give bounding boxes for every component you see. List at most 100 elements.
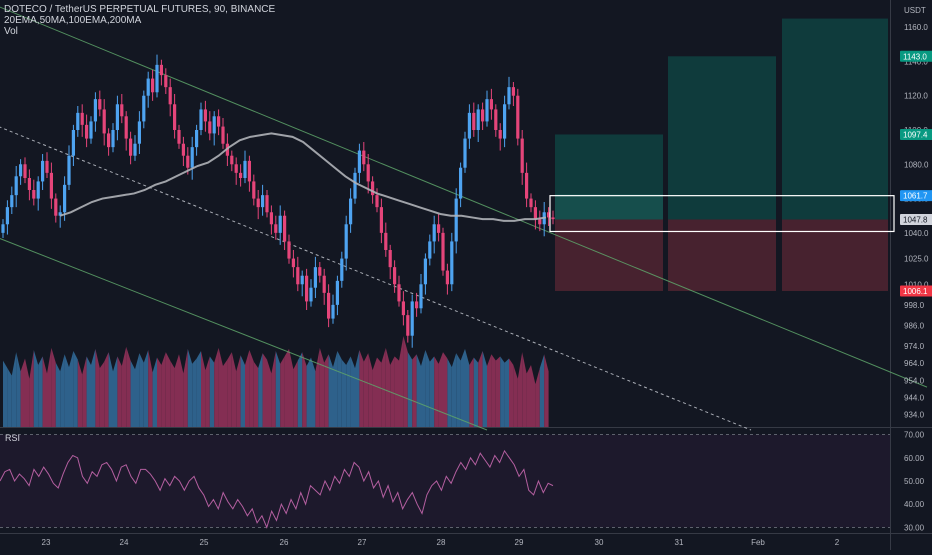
rsi-line [0, 449, 554, 529]
price-tick-label: 1025.0 [904, 255, 929, 264]
volume-bar [130, 360, 135, 427]
candle-body [177, 130, 181, 144]
volume-bar [539, 354, 545, 427]
volume-bar [227, 352, 232, 427]
candle-body [49, 172, 53, 199]
time-axis-label: 25 [200, 538, 209, 547]
volume-bar [407, 352, 413, 427]
volume-bar [60, 354, 65, 427]
candle-body [58, 212, 62, 216]
volume-bar [311, 357, 316, 427]
candle-body [67, 155, 71, 185]
candle-body [489, 99, 493, 110]
candle-body [388, 250, 392, 268]
candle-body [485, 99, 489, 122]
volume-bar [91, 348, 96, 427]
volume-bar [121, 346, 127, 427]
candle-body [401, 301, 405, 316]
chart-title: DOTECO / TetherUS PERPETUAL FUTURES, 90,… [4, 4, 276, 15]
volume-bar [319, 347, 325, 427]
volume-bar [38, 356, 43, 427]
price-badge-label: 1143.0 [903, 52, 927, 61]
volume-bar [148, 349, 153, 427]
volume-bar [482, 351, 487, 427]
candle-body [133, 143, 137, 156]
candle-body [269, 212, 273, 225]
candle-body [265, 195, 269, 213]
volume-bar [460, 348, 465, 427]
candle-body [503, 104, 507, 139]
volume-bar [297, 352, 303, 427]
candle-body [362, 150, 366, 165]
volume-bar [20, 358, 25, 427]
candle-body [428, 241, 432, 259]
candle-body [520, 138, 524, 173]
candle-body [115, 104, 119, 130]
candle-body [45, 160, 49, 173]
volume-bar [337, 351, 342, 427]
time-axis-label: 27 [358, 538, 367, 547]
volume-bar [157, 357, 162, 427]
price-tick-label: 1120.0 [904, 92, 928, 101]
volume-bar [500, 356, 505, 427]
candle-body [63, 184, 67, 213]
candle-body [164, 75, 168, 88]
volume-bar [55, 362, 61, 427]
volume-bar [245, 349, 250, 427]
volume-bar [25, 358, 30, 427]
candle-body [441, 232, 445, 271]
volume-bar [333, 351, 338, 427]
volume-bar [465, 348, 470, 427]
volume-bar [196, 351, 201, 427]
volume-bar [456, 353, 461, 427]
volume-bar [152, 357, 157, 427]
volume-bar [504, 358, 509, 427]
candle-body [247, 160, 251, 182]
candle-body [507, 87, 511, 105]
candle-body [190, 147, 194, 168]
time-axis-label: 23 [42, 538, 51, 547]
time-axis-label: 26 [280, 538, 289, 547]
candle-body [419, 284, 423, 309]
candle-body [437, 224, 441, 233]
volume-bar [355, 349, 360, 427]
volume-bar [179, 354, 184, 427]
candle-body [54, 198, 58, 216]
candle-body [111, 130, 115, 148]
time-axis-label: 24 [120, 538, 129, 547]
candle-body [85, 124, 89, 139]
volume-bar [7, 368, 12, 427]
candle-body [547, 212, 551, 218]
moving-average-line [59, 132, 547, 222]
rsi-tick-label: 30.00 [904, 523, 925, 532]
volume-bar [223, 359, 228, 427]
time-axis-label: 31 [675, 538, 684, 547]
volume-bar [372, 357, 377, 427]
candle-body [142, 95, 146, 122]
candle-body [375, 195, 379, 208]
candle-body [32, 190, 36, 199]
candle-body [199, 109, 203, 130]
candle-body [252, 181, 256, 199]
candle-body [525, 172, 529, 199]
candle-body [481, 109, 485, 122]
volume-bar [368, 353, 373, 427]
volume-bar [473, 357, 479, 427]
volume-bar [412, 354, 417, 427]
candle-body [340, 258, 344, 281]
volume-bar [346, 356, 351, 427]
candle-body [313, 267, 317, 288]
candle-body [221, 126, 225, 144]
candle-body [322, 275, 326, 293]
candle-body [300, 275, 304, 285]
volume-bar [86, 356, 91, 427]
candle-body [137, 121, 141, 144]
volume-bar [429, 356, 435, 427]
volume-bar [3, 360, 8, 427]
candle-body [124, 116, 128, 139]
candle-body [494, 109, 498, 130]
volume-bar [192, 358, 197, 427]
price-tick-label: 1010.0 [904, 280, 929, 289]
